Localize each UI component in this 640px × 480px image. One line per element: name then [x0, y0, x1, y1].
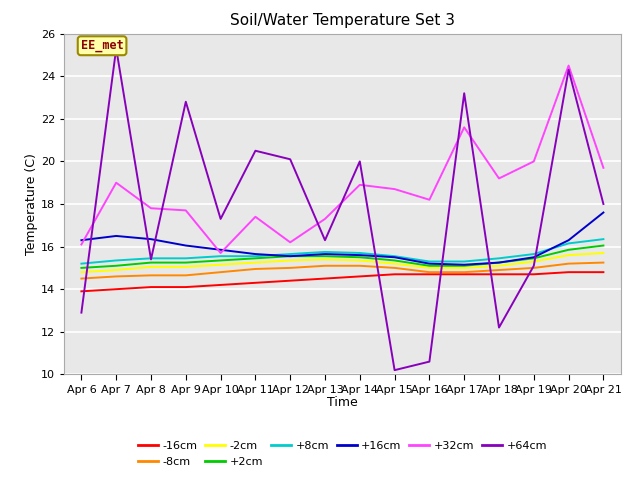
X-axis label: Time: Time: [327, 396, 358, 409]
Text: EE_met: EE_met: [81, 39, 124, 52]
Title: Soil/Water Temperature Set 3: Soil/Water Temperature Set 3: [230, 13, 455, 28]
Legend: -16cm, -8cm, -2cm, +2cm, +8cm, +16cm, +32cm, +64cm: -16cm, -8cm, -2cm, +2cm, +8cm, +16cm, +3…: [134, 437, 551, 471]
Y-axis label: Temperature (C): Temperature (C): [25, 153, 38, 255]
